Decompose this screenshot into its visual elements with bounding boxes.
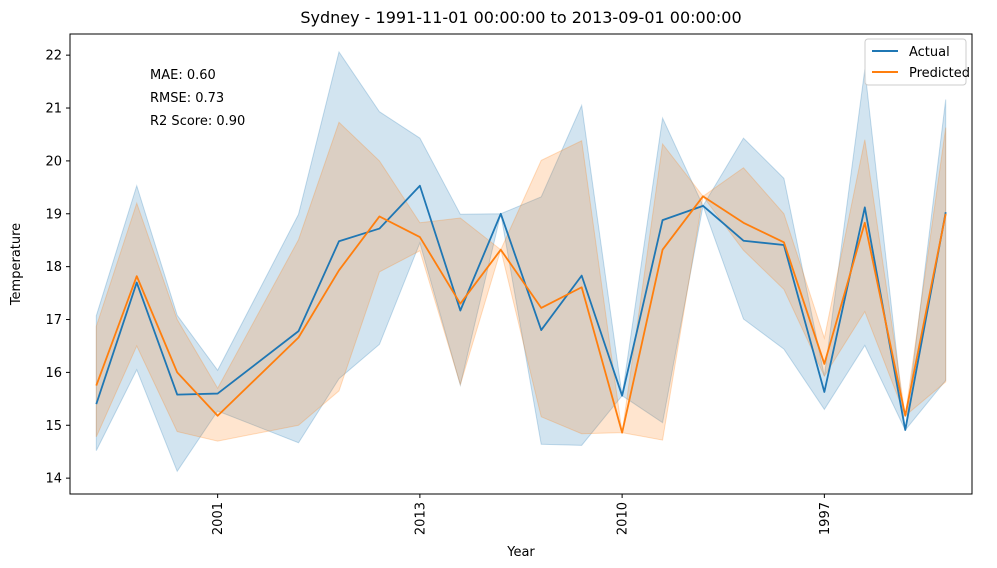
y-tick-label: 20	[45, 154, 62, 169]
x-tick-label: 2001	[211, 502, 226, 535]
rmse-annotation: RMSE: 0.73	[150, 91, 224, 106]
confidence-bands	[95, 50, 947, 473]
predicted-line	[95, 195, 947, 434]
x-axis-label: Year	[506, 545, 535, 560]
y-tick-label: 16	[45, 366, 62, 381]
plot-frame	[69, 33, 973, 495]
legend: Actual Predicted	[864, 38, 970, 86]
y-tick-label: 15	[45, 419, 62, 434]
predicted-confidence-band	[95, 121, 947, 442]
y-tick-label: 18	[45, 260, 62, 275]
actual-confidence-band	[95, 50, 947, 473]
y-tick-label: 14	[45, 472, 62, 487]
legend-label-actual: Actual	[909, 45, 950, 60]
legend-label-predicted: Predicted	[909, 66, 970, 81]
y-tick-label: 22	[45, 49, 62, 64]
mae-annotation: MAE: 0.60	[150, 68, 216, 83]
chart-title: Sydney - 1991-11-01 00:00:00 to 2013-09-…	[300, 8, 741, 27]
y-axis: 14 15 16 17 18 19 20 21 22	[45, 49, 70, 487]
y-axis-label: Temperature	[9, 223, 24, 306]
y-tick-label: 17	[45, 313, 62, 328]
series-lines	[95, 184, 947, 434]
x-axis: 2001 2013 2010 1997	[211, 494, 833, 535]
x-tick-label: 2013	[413, 502, 428, 535]
x-tick-label: 2010	[616, 502, 631, 535]
actual-line	[95, 184, 947, 431]
r2-annotation: R2 Score: 0.90	[150, 114, 245, 129]
y-tick-label: 21	[45, 102, 62, 117]
y-tick-label: 19	[45, 207, 62, 222]
x-tick-label: 1997	[818, 502, 833, 535]
